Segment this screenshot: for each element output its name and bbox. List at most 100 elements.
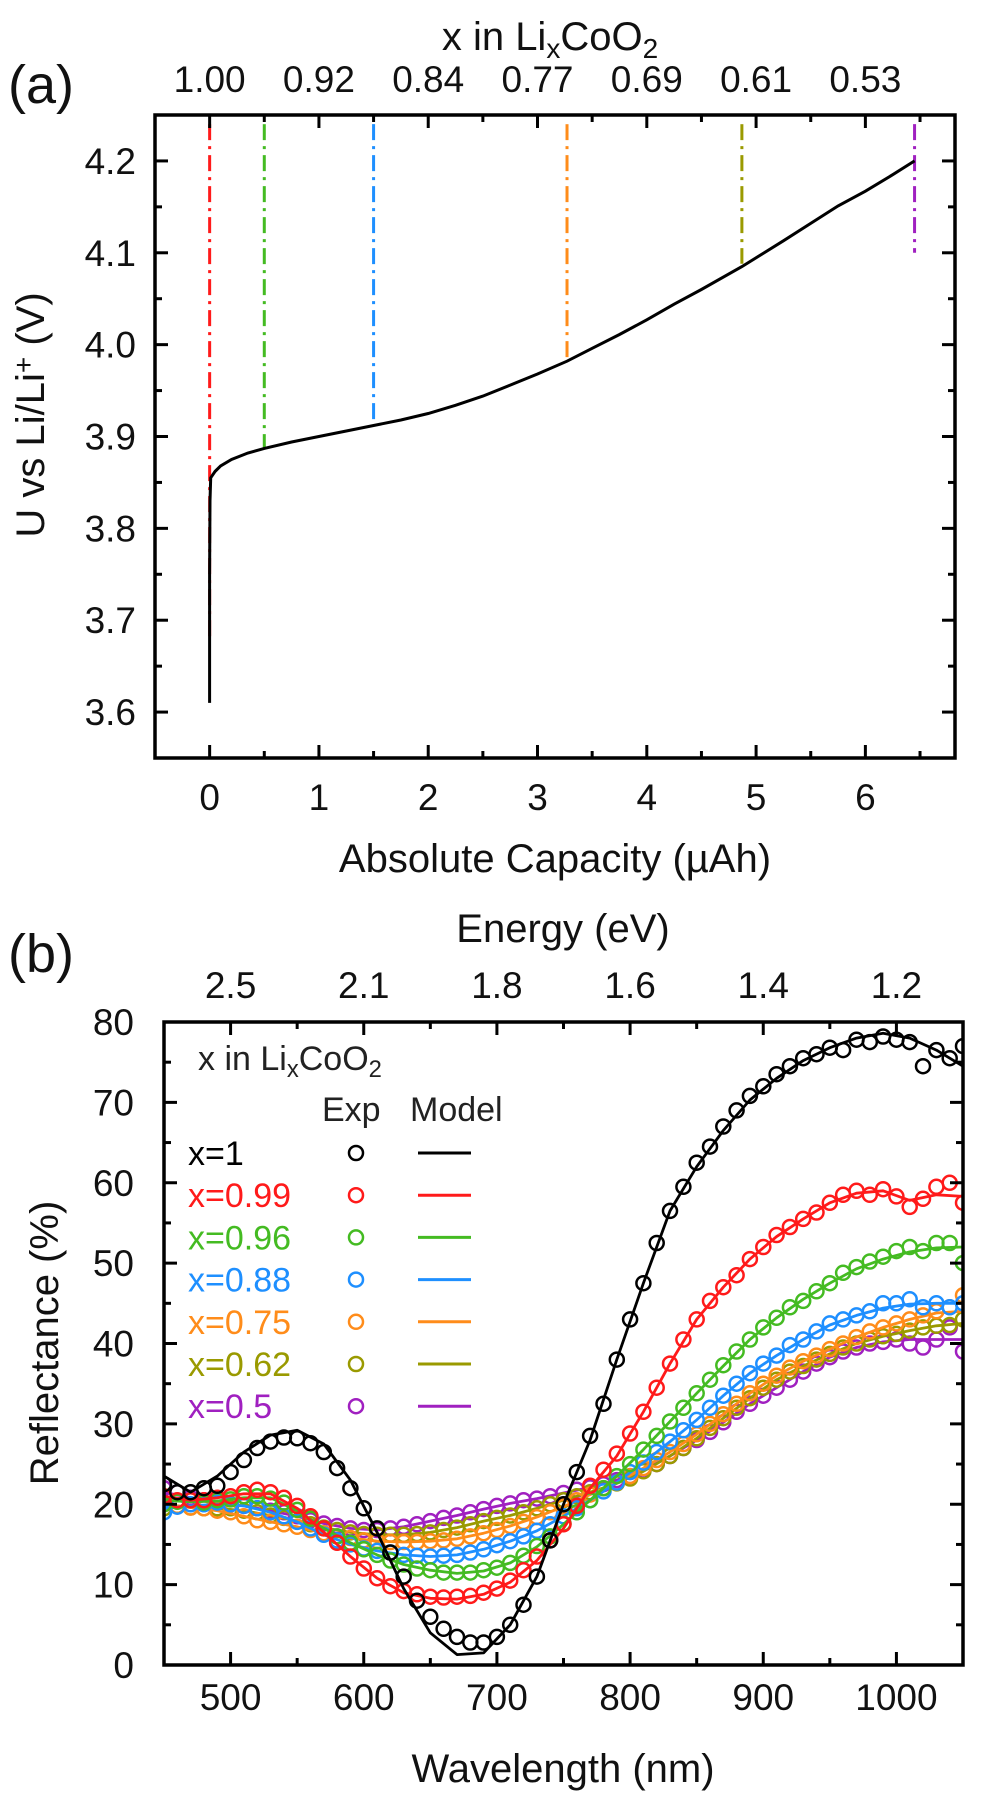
x-tick-label: 3 (527, 777, 548, 818)
exp-point (342, 1548, 359, 1565)
legend-label: x=0.96 (188, 1219, 291, 1257)
exp-point (635, 1274, 652, 1292)
exp-point (861, 1303, 879, 1320)
legend: x in LixCoO2 Exp Model x=1 x=0.99 x=0.96 x=0.8… (188, 1040, 503, 1426)
exp-point (701, 1292, 719, 1310)
legend-item: x=0.5 (188, 1388, 471, 1426)
legend-exp-marker (347, 1229, 365, 1246)
exp-point (501, 1616, 519, 1634)
exp-point (728, 1395, 745, 1413)
exp-point (635, 1441, 652, 1458)
y-tick-label: 3.6 (85, 692, 136, 733)
top-axis-title: x in LixCoO2 (442, 15, 658, 64)
y-tick-label: 50 (93, 1243, 134, 1284)
legend-exp-marker (347, 1313, 365, 1331)
exp-point (621, 1455, 639, 1473)
y-tick-label: 3.8 (85, 508, 136, 549)
top-x-tick-label: 1.2 (871, 965, 922, 1006)
legend-item: x=0.96 (188, 1219, 471, 1257)
panel-b-reflectance-chart: (b)5002.56002.17001.88001.69001.410001.2… (8, 907, 965, 1791)
exp-point (368, 1569, 386, 1587)
legend-item: x=0.75 (188, 1304, 471, 1342)
panel-label: (a) (8, 55, 74, 115)
exp-point (794, 1292, 812, 1310)
exp-point (715, 1118, 732, 1135)
exp-point (941, 1049, 958, 1067)
exp-point (848, 1328, 865, 1346)
exp-point (501, 1572, 519, 1589)
exp-point (328, 1534, 346, 1552)
exp-point (435, 1620, 452, 1638)
legend-item: x=0.99 (188, 1177, 471, 1215)
exp-point (808, 1204, 825, 1221)
x-tick-label: 1000 (855, 1677, 937, 1718)
exp-point (675, 1399, 692, 1417)
exp-point (834, 1335, 852, 1352)
exp-point (688, 1411, 705, 1429)
legend-label: x=0.99 (188, 1177, 291, 1215)
exp-point (768, 1347, 785, 1364)
exp-point (648, 1427, 665, 1445)
exp-point (164, 1504, 173, 1521)
top-x-tick-label: 1.6 (604, 965, 655, 1006)
exp-point (755, 1355, 772, 1372)
top-x-tick-label: 0.84 (392, 59, 464, 100)
top-axis-title-part: CoO (560, 15, 642, 59)
exp-point (528, 1537, 546, 1555)
y-tick-label: 0 (113, 1645, 134, 1686)
exp-point (954, 1287, 963, 1304)
exp-point (648, 1379, 665, 1396)
exp-point (422, 1608, 439, 1626)
exp-point (888, 1188, 905, 1205)
exp-point (701, 1399, 719, 1417)
panel-label: (b) (8, 924, 74, 984)
exp-point (488, 1580, 506, 1597)
y-tick-label: 4.2 (85, 141, 136, 182)
exp-point (781, 1336, 799, 1354)
exp-point (675, 1422, 692, 1439)
x-tick-label: 5 (746, 777, 767, 818)
y-tick-label: 3.7 (85, 600, 136, 641)
top-axis-title-part: 2 (643, 33, 659, 64)
exp-point (262, 1483, 279, 1501)
top-x-tick-label: 0.69 (611, 59, 683, 100)
legend-exp-marker (347, 1397, 365, 1415)
y-tick-label: 80 (93, 1002, 134, 1043)
x-axis-title: Absolute Capacity (µAh) (339, 837, 771, 881)
top-x-tick-label: 2.1 (338, 965, 389, 1006)
y-tick-label: 3.9 (85, 417, 136, 458)
legend-title-part: x (287, 1056, 299, 1083)
x-tick-label: 2 (418, 777, 439, 818)
exp-point (555, 1496, 572, 1513)
exp-point (701, 1138, 719, 1155)
plot-frame (153, 113, 957, 760)
top-x-tick-label: 0.77 (502, 59, 574, 100)
top-x-tick-label: 0.92 (283, 59, 355, 100)
y-tick-label: 70 (93, 1082, 134, 1123)
exp-point (448, 1628, 466, 1646)
exp-point (355, 1560, 373, 1577)
exp-point (515, 1561, 532, 1579)
y-tick-label: 40 (93, 1324, 134, 1365)
exp-point (621, 1425, 639, 1442)
exp-point (808, 1045, 825, 1063)
y-axis-title: U vs Li/Li+ (V) (8, 292, 53, 537)
exp-point (515, 1528, 532, 1545)
top-x-tick-label: 0.61 (720, 59, 792, 100)
exp-point (874, 1180, 892, 1198)
legend-label: x=0.88 (188, 1262, 291, 1300)
exp-point (595, 1461, 612, 1478)
exp-point (781, 1299, 799, 1316)
exp-point (808, 1347, 825, 1364)
x-tick-label: 6 (855, 777, 876, 818)
series-x=0.75 (164, 1287, 963, 1551)
exp-point (741, 1364, 759, 1382)
x-tick-label: 0 (199, 777, 220, 818)
legend-exp-marker (347, 1271, 365, 1288)
exp-point (608, 1445, 626, 1462)
x-axis-title: Wavelength (nm) (411, 1747, 714, 1791)
legend-item: x=1 (188, 1135, 471, 1173)
exp-point (794, 1210, 812, 1228)
exp-point (715, 1387, 732, 1404)
exp-point (688, 1385, 705, 1402)
